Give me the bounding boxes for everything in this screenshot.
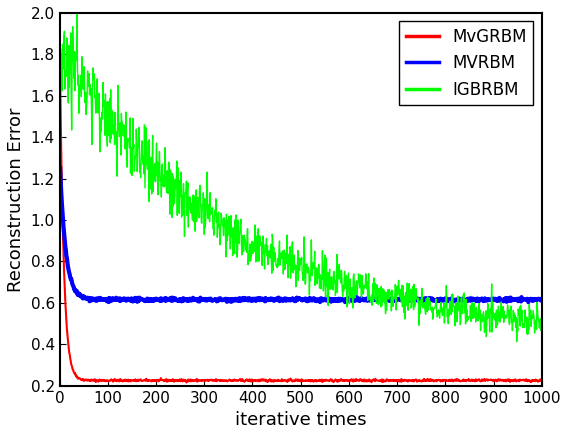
MvGRBM [57,72,64,77]
MVRBM [252,296,258,302]
IGBRBM [433,296,440,302]
IGBRBM [538,320,545,325]
MVRBM [57,165,64,170]
Legend: MvGRBM, MVRBM, IGBRBM: MvGRBM, MVRBM, IGBRBM [399,21,533,105]
Y-axis label: Reconstruction Error: Reconstruction Error [7,107,25,292]
MvGRBM [388,378,395,383]
Line: MvGRBM: MvGRBM [60,74,542,382]
MvGRBM [433,378,440,383]
MVRBM [269,296,275,302]
MVRBM [432,298,439,303]
IGBRBM [388,308,395,313]
X-axis label: iterative times: iterative times [235,411,366,429]
MvGRBM [183,380,190,385]
IGBRBM [252,227,259,232]
IGBRBM [57,58,64,63]
MvGRBM [441,378,448,383]
Line: IGBRBM: IGBRBM [60,14,542,342]
IGBRBM [441,308,448,313]
MVRBM [525,300,532,305]
IGBRBM [513,339,520,344]
IGBRBM [106,95,113,101]
MvGRBM [252,378,259,383]
Line: MVRBM: MVRBM [60,168,542,302]
IGBRBM [74,11,81,17]
MVRBM [441,298,448,303]
MVRBM [538,298,545,303]
MVRBM [387,297,394,303]
MVRBM [106,295,112,300]
MvGRBM [538,378,545,383]
MvGRBM [106,378,112,383]
IGBRBM [269,236,276,241]
MvGRBM [269,378,276,383]
